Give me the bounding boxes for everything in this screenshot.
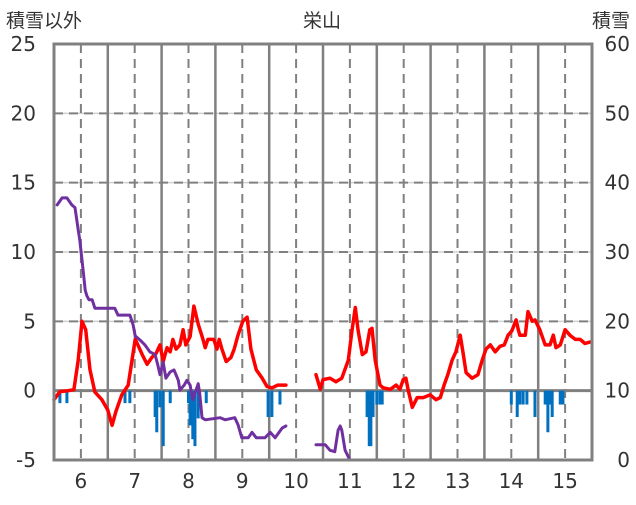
precipitation-bar (270, 390, 274, 418)
precipitation-bar (546, 390, 550, 433)
precipitation-bar (153, 390, 157, 418)
right-tick-label: 10 (605, 379, 630, 403)
precipitation-bar (533, 390, 537, 418)
left-tick-label: 5 (23, 309, 36, 333)
precipitation-bar (158, 390, 162, 408)
precipitation-bar (375, 390, 379, 405)
precipitation-bar (550, 390, 554, 418)
precipitation-bar (518, 390, 522, 405)
precipitation-bar (278, 390, 282, 405)
x-tick-label: 9 (236, 469, 249, 493)
precipitation-bar (558, 390, 562, 405)
precipitation-bar (367, 390, 371, 447)
precipitation-bar (266, 390, 270, 418)
x-tick-label: 15 (552, 469, 577, 493)
precipitation-bar (369, 390, 373, 447)
right-tick-label: 20 (605, 309, 630, 333)
precipitation-bar (543, 390, 547, 405)
series-lines (52, 196, 592, 462)
right-axis-label: 積雪 (592, 10, 630, 32)
x-tick-label: 14 (499, 469, 524, 493)
precipitation-bar (521, 390, 525, 405)
left-tick-label: -5 (16, 448, 36, 472)
right-tick-label: 60 (605, 32, 630, 56)
x-tick-label: 10 (283, 469, 308, 493)
precipitation-bar (196, 390, 200, 419)
snow_depth-line (55, 196, 592, 462)
right-tick-label: 30 (605, 240, 630, 264)
precipitation-bar (193, 390, 197, 447)
right-tick-label: 50 (605, 101, 630, 125)
precipitation-bar (191, 390, 195, 440)
precipitation-bar (65, 390, 69, 404)
plot-frame (52, 42, 594, 462)
right-tick-label: 40 (605, 171, 630, 195)
precipitation-bar (515, 390, 519, 418)
left-tick-label: 15 (11, 171, 36, 195)
precipitation-bar (548, 390, 552, 405)
x-tick-label: 7 (128, 469, 141, 493)
temperature-line (52, 304, 592, 428)
x-tick-label: 13 (445, 469, 470, 493)
precipitation-bar (123, 390, 127, 404)
precipitation-bar (509, 390, 513, 405)
precipitation-bar (161, 390, 165, 447)
precipitation-bar (58, 390, 62, 404)
precipitation-bar (188, 390, 192, 426)
tick-labels: -5 0 5 10 15 20 25 0 10 20 30 40 50 60 6 7 8 9 10 11 12 13 14 1… (11, 32, 630, 493)
left-tick-label: 0 (23, 379, 36, 403)
precipitation-bar (525, 390, 529, 405)
precipitation-bar (365, 390, 369, 418)
left-tick-label: 10 (11, 240, 36, 264)
x-tick-label: 6 (75, 469, 88, 493)
precipitation-bar (561, 390, 565, 405)
precipitation-bar (204, 390, 208, 404)
precipitation-bar (371, 390, 375, 418)
left-axis-label: 積雪以外 (6, 10, 82, 32)
precipitation-bar (168, 390, 172, 404)
x-tick-label: 11 (337, 469, 362, 493)
precipitation-bar (155, 390, 159, 433)
left-tick-label: 25 (11, 32, 36, 56)
precipitation-bar (378, 390, 382, 405)
precipitation-bar (380, 390, 384, 405)
right-tick-label: 0 (617, 448, 630, 472)
precipitation-bars (52, 390, 565, 447)
precipitation-bar (187, 390, 190, 404)
x-tick-label: 12 (391, 469, 416, 493)
precipitation-bar (128, 390, 132, 404)
chart-title: 栄山 (303, 10, 341, 32)
x-tick-label: 8 (182, 469, 195, 493)
left-tick-label: 20 (11, 101, 36, 125)
